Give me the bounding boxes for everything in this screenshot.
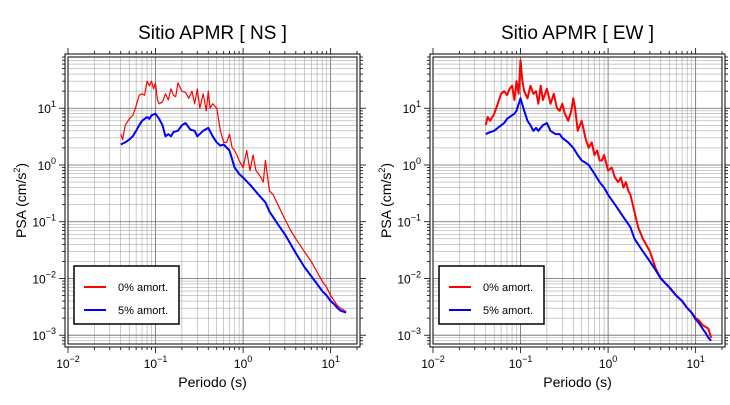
x-tick-label: 100 — [234, 354, 252, 371]
series-line-blue — [485, 97, 712, 342]
y-tick-label: 10−1 — [397, 213, 421, 230]
x-tick-label: 10−2 — [421, 354, 445, 371]
legend-box — [438, 265, 545, 325]
y-tick-label: 10−2 — [32, 269, 56, 286]
legend-label: 0% amort. — [483, 282, 533, 294]
y-axis-label: PSA (cm/s2) — [377, 163, 394, 238]
y-tick-label: 100 — [403, 156, 421, 173]
x-axis-label: Periodo (s) — [178, 374, 246, 390]
legend-label: 5% amort. — [118, 305, 168, 317]
series-line-blue — [120, 112, 347, 314]
outer-frame — [429, 53, 726, 348]
legend-box — [73, 265, 180, 325]
y-tick-label: 100 — [38, 156, 56, 173]
legend-label: 5% amort. — [483, 305, 533, 317]
y-axis-label: PSA (cm/s2) — [12, 163, 29, 238]
x-tick-label: 10−2 — [56, 354, 80, 371]
outer-frame — [64, 53, 361, 348]
x-tick-label: 100 — [599, 354, 617, 371]
x-tick-label: 10−1 — [144, 354, 168, 371]
legend: 0% amort. 5% amort. — [438, 265, 545, 325]
y-tick-label: 101 — [403, 99, 421, 116]
series-line-red — [120, 80, 347, 313]
y-tick-label: 10−3 — [32, 326, 56, 343]
x-axis-label: Periodo (s) — [543, 374, 611, 390]
chart-title: Sitio APMR [ NS ] — [138, 23, 287, 44]
x-tick-label: 101 — [321, 354, 339, 371]
y-tick-label: 10−1 — [32, 213, 56, 230]
y-tick-label: 10−3 — [397, 326, 421, 343]
x-tick-label: 101 — [686, 354, 704, 371]
legend: 0% amort. 5% amort. — [73, 265, 180, 325]
legend-label: 0% amort. — [118, 282, 168, 294]
plot-frame — [67, 56, 358, 345]
y-tick-label: 101 — [38, 99, 56, 116]
x-tick-label: 10−1 — [509, 354, 533, 371]
plot-frame — [432, 56, 723, 345]
chart-title: Sitio APMR [ EW ] — [501, 23, 654, 44]
y-tick-label: 10−2 — [397, 269, 421, 286]
